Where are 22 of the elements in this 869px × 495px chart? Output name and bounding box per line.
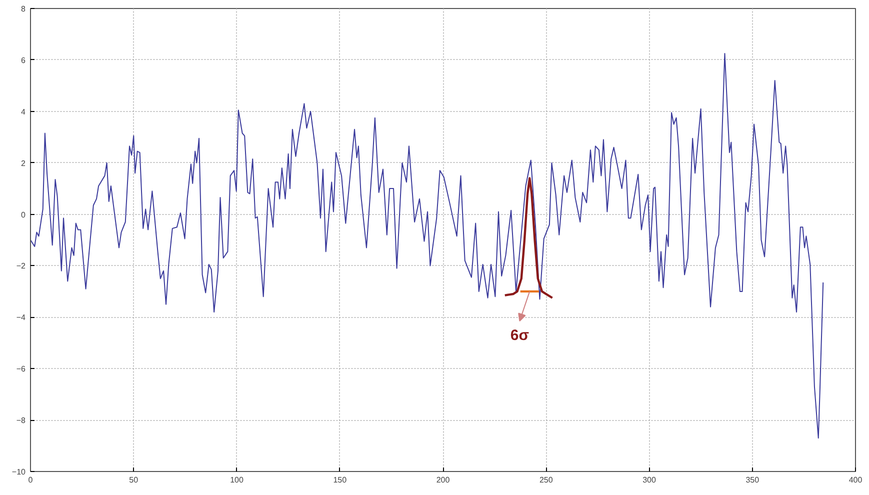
y-tick-label: 0 [21, 210, 26, 220]
y-tick-label: −8 [16, 416, 26, 426]
x-tick-label: 400 [848, 476, 863, 484]
line-series [30, 53, 824, 439]
line-series [504, 177, 554, 299]
x-tick-label: 50 [129, 476, 139, 484]
y-tick-label: −4 [16, 313, 26, 322]
annotation: 6σ [510, 327, 529, 344]
x-tick-label: 0 [28, 476, 34, 484]
x-tick-label: 350 [746, 476, 760, 484]
y-tick-label: 8 [21, 4, 26, 14]
y-tick-label: 6 [21, 56, 26, 65]
y-tick-label: −10 [12, 468, 26, 476]
y-tick-label: 2 [21, 158, 26, 168]
y-tick-label: 4 [21, 107, 26, 116]
y-tick-label: −2 [16, 262, 26, 271]
x-tick-label: 150 [333, 476, 348, 484]
x-tick-label: 200 [436, 476, 450, 484]
y-tick-label: −6 [16, 364, 26, 374]
x-tick-label: 250 [539, 476, 554, 484]
x-tick-label: 100 [230, 476, 244, 484]
x-tick-label: 300 [642, 476, 656, 484]
